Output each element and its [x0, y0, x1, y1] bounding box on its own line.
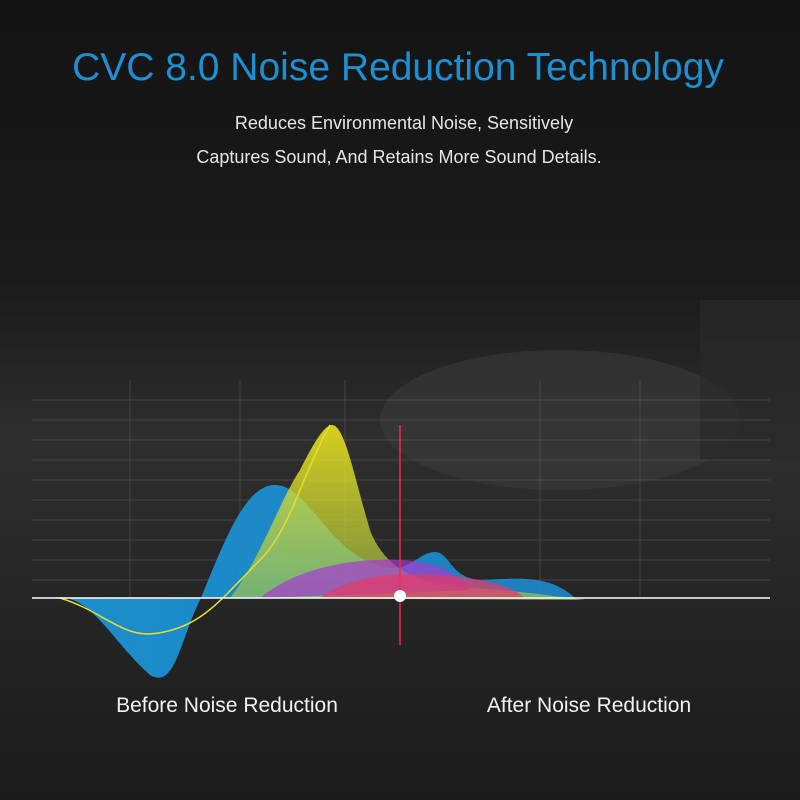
wave-pink [320, 574, 525, 598]
subtitle-line: Captures Sound, And Retains More Sound D… [196, 147, 601, 167]
wave-line [59, 424, 331, 635]
subtitle-line: Reduces Environmental Noise, Sensitively [235, 113, 573, 133]
wave-yellow [230, 425, 585, 600]
marker-dot [394, 590, 406, 602]
backdrop-shape [700, 300, 800, 460]
label-before: Before Noise Reduction [116, 694, 338, 717]
title: CVC 8.0 Noise Reduction Technology [72, 46, 724, 89]
label-after: After Noise Reduction [487, 694, 691, 717]
